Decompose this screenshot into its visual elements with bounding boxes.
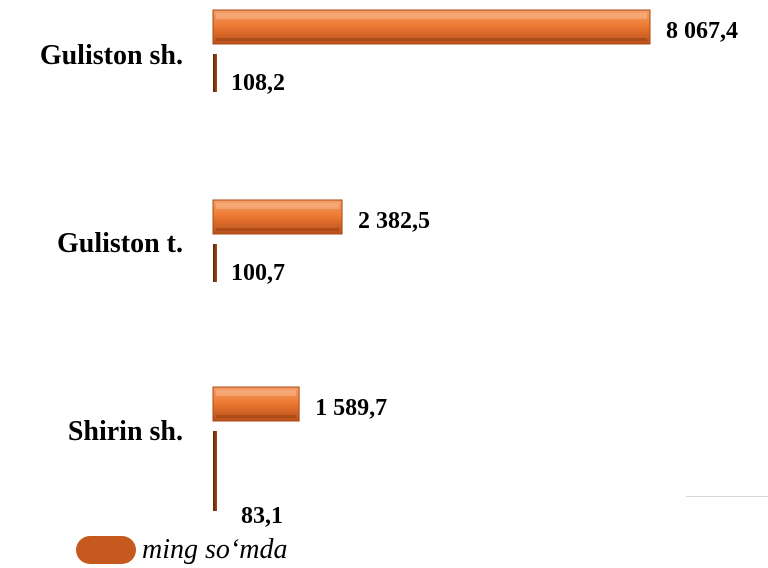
- bar-secondary-value-label: 100,7: [231, 260, 285, 286]
- bar-main-shadow: [216, 228, 340, 231]
- bar-secondary-value-label: 108,2: [231, 70, 285, 96]
- category-label: Guliston sh.: [40, 40, 183, 71]
- bar-main-highlight: [216, 390, 297, 396]
- bar-main-shadow: [216, 38, 647, 41]
- category-label: Shirin sh.: [68, 416, 183, 447]
- bar-value-label: 2 382,5: [358, 208, 430, 234]
- bar-secondary: [213, 431, 217, 511]
- legend-label: ming so‘mda: [142, 534, 288, 565]
- bar-main-shadow: [216, 415, 297, 418]
- category-label: Guliston t.: [57, 228, 183, 259]
- bar-main-highlight: [216, 203, 340, 209]
- legend: ming so‘mda: [76, 536, 287, 564]
- bar-secondary: [213, 54, 217, 92]
- bar-secondary: [213, 244, 217, 282]
- bar-main-highlight: [216, 13, 647, 19]
- bar-secondary-value-label: 83,1: [241, 503, 283, 529]
- divider: [686, 496, 768, 497]
- bar-value-label: 8 067,4: [666, 18, 738, 44]
- bar-value-label: 1 589,7: [315, 395, 387, 421]
- legend-swatch: [76, 536, 136, 564]
